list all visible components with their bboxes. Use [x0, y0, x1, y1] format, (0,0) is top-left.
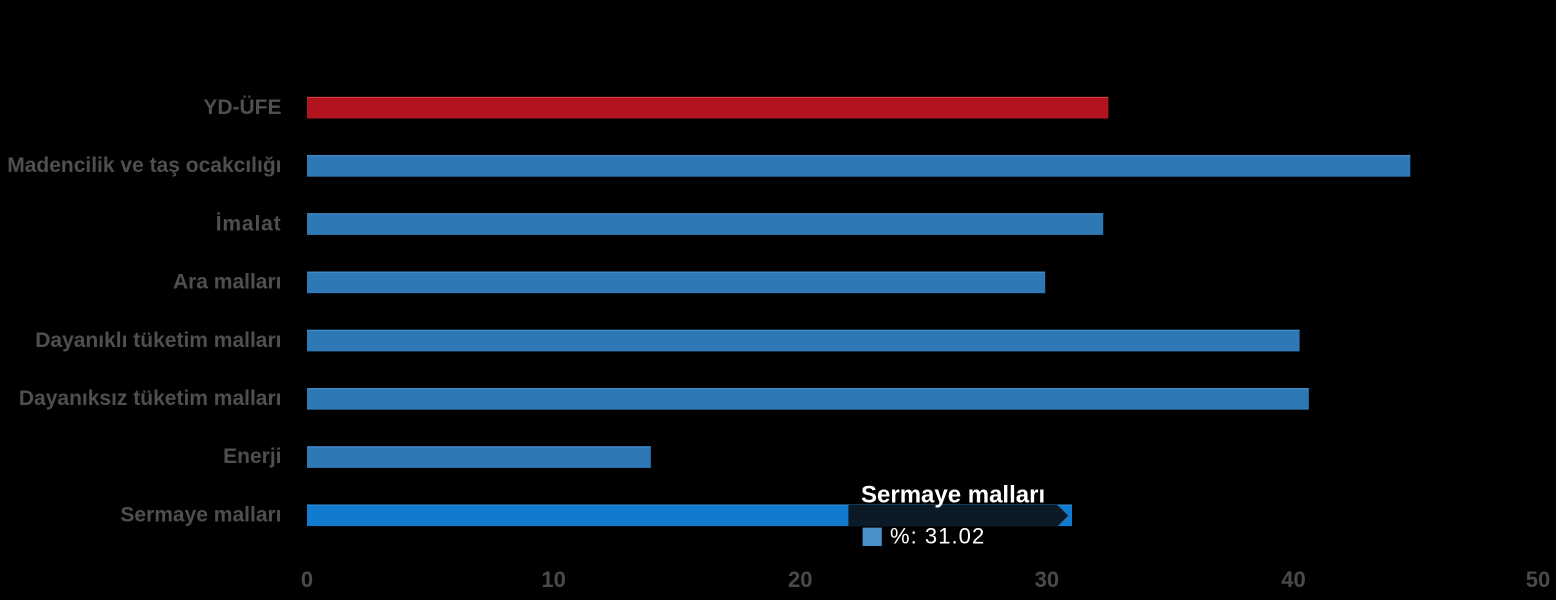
- svg-text:Sermaye malları: Sermaye malları: [120, 504, 281, 527]
- svg-text:İmalat: İmalat: [216, 212, 282, 235]
- svg-text:%: 31.02: %: 31.02: [890, 524, 985, 549]
- svg-text:Ara malları: Ara malları: [173, 271, 282, 294]
- svg-text:Sermaye malları: Sermaye malları: [861, 482, 1045, 509]
- svg-text:YD-ÜFE: YD-ÜFE: [203, 96, 281, 119]
- svg-text:20: 20: [788, 567, 812, 592]
- svg-text:10: 10: [541, 567, 565, 592]
- svg-text:0: 0: [301, 567, 313, 592]
- svg-text:30: 30: [1035, 567, 1059, 592]
- svg-text:Dayanıklı tüketim malları: Dayanıklı tüketim malları: [35, 329, 281, 352]
- svg-text:40: 40: [1281, 567, 1305, 592]
- svg-text:Dayanıksız tüketim malları: Dayanıksız tüketim malları: [19, 387, 282, 410]
- svg-text:Madencilik ve taş ocakcılığı: Madencilik ve taş ocakcılığı: [7, 154, 281, 177]
- svg-text:50: 50: [1526, 567, 1550, 592]
- svg-text:Enerji: Enerji: [223, 445, 281, 468]
